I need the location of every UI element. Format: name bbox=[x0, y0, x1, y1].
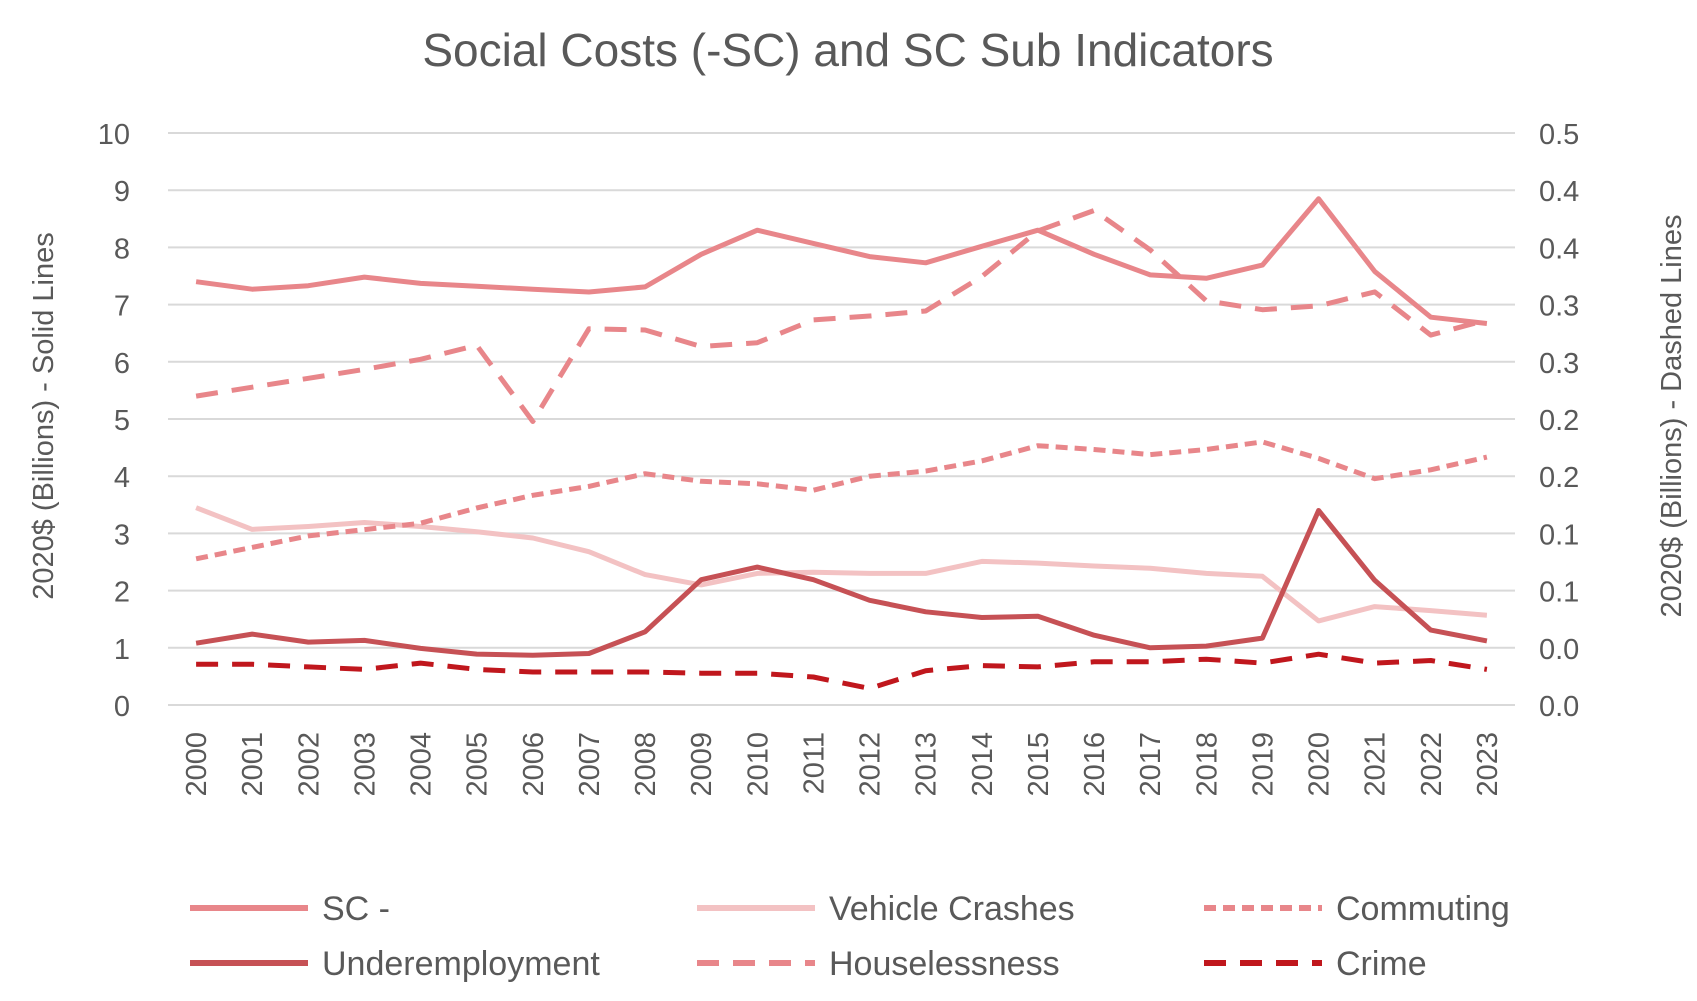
legend-label: Underemployment bbox=[322, 945, 600, 983]
x-tick-label: 2021 bbox=[1360, 732, 1392, 797]
legend-label: SC - bbox=[322, 890, 390, 928]
series-line-underemployment bbox=[195, 508, 1488, 658]
legend-label: Vehicle Crashes bbox=[829, 890, 1075, 928]
x-tick-label: 2012 bbox=[855, 732, 887, 797]
x-tick-label: 2020 bbox=[1304, 732, 1336, 797]
x-tick-label: 2013 bbox=[911, 732, 943, 797]
right-tick-label: 0.4 bbox=[1539, 233, 1579, 265]
left-axis-label: 2020$ (Billions) - Solid Lines bbox=[28, 232, 60, 600]
x-tick-label: 2018 bbox=[1191, 732, 1223, 797]
x-tick-label: 2004 bbox=[406, 732, 438, 797]
x-tick-label: 2014 bbox=[967, 732, 999, 797]
x-tick-label: 2003 bbox=[349, 732, 381, 797]
left-tick-label: 7 bbox=[114, 291, 130, 323]
right-tick-label: 0.2 bbox=[1539, 462, 1579, 494]
legend-label: Crime bbox=[1336, 945, 1427, 983]
series-line-crime bbox=[196, 651, 1488, 691]
right-tick-label: 0.0 bbox=[1539, 691, 1579, 723]
left-tick-label: 6 bbox=[114, 348, 130, 380]
x-tick-label: 2000 bbox=[181, 732, 213, 797]
right-tick-label: 0.5 bbox=[1539, 119, 1579, 151]
left-tick-label: 3 bbox=[114, 519, 130, 551]
x-tick-label: 2001 bbox=[237, 732, 269, 797]
right-axis-ticks: 0.0 0.0 0.1 0.1 0.2 0.2 0.3 0.3 0.4 0.4 0.5 bbox=[1539, 119, 1579, 723]
left-tick-label: 9 bbox=[114, 176, 130, 208]
x-tick-label: 2006 bbox=[518, 732, 550, 797]
x-axis-ticks: 2000 2001 2002 2003 2004 2005 2006 2007 2008 2009… bbox=[181, 732, 1504, 797]
right-tick-label: 0.3 bbox=[1539, 348, 1579, 380]
right-tick-label: 0.3 bbox=[1539, 291, 1579, 323]
left-tick-label: 5 bbox=[114, 405, 130, 437]
series-line-sc bbox=[195, 196, 1488, 326]
left-tick-label: 10 bbox=[98, 119, 130, 151]
chart-title: Social Costs (-SC) and SC Sub Indicators bbox=[422, 24, 1273, 76]
series-lines bbox=[195, 196, 1488, 691]
right-tick-label: 0.1 bbox=[1539, 577, 1579, 609]
left-tick-label: 4 bbox=[114, 462, 130, 494]
x-tick-label: 2007 bbox=[574, 732, 606, 797]
legend-label: Houselessness bbox=[829, 945, 1060, 983]
x-tick-label: 2010 bbox=[742, 732, 774, 797]
x-tick-label: 2023 bbox=[1472, 732, 1504, 797]
right-tick-label: 0.2 bbox=[1539, 405, 1579, 437]
left-tick-label: 0 bbox=[114, 691, 130, 723]
gridlines bbox=[168, 132, 1515, 706]
x-tick-label: 2022 bbox=[1416, 732, 1448, 797]
left-axis-ticks: 0 1 2 3 4 5 6 7 8 9 10 bbox=[98, 119, 130, 723]
legend-label: Commuting bbox=[1336, 890, 1510, 928]
legend: SC - Vehicle Crashes Commuting Underemploym… bbox=[190, 890, 1510, 983]
right-tick-label: 0.1 bbox=[1539, 519, 1579, 551]
right-tick-label: 0.0 bbox=[1539, 634, 1579, 666]
x-tick-label: 2008 bbox=[630, 732, 662, 797]
left-tick-label: 8 bbox=[114, 233, 130, 265]
series-line-houselessness bbox=[195, 208, 1488, 424]
right-axis-label: 2020$ (Billions) - Dashed Lines bbox=[1656, 215, 1688, 618]
x-tick-label: 2019 bbox=[1247, 732, 1279, 797]
series-line-commuting bbox=[195, 439, 1488, 562]
x-tick-label: 2016 bbox=[1079, 732, 1111, 797]
x-tick-label: 2017 bbox=[1135, 732, 1167, 797]
x-tick-label: 2009 bbox=[686, 732, 718, 797]
x-tick-label: 2015 bbox=[1023, 732, 1055, 797]
left-tick-label: 1 bbox=[114, 634, 130, 666]
x-tick-label: 2005 bbox=[462, 732, 494, 797]
left-tick-label: 2 bbox=[114, 577, 130, 609]
x-tick-label: 2002 bbox=[293, 732, 325, 797]
right-tick-label: 0.4 bbox=[1539, 176, 1579, 208]
x-tick-label: 2011 bbox=[798, 732, 830, 794]
